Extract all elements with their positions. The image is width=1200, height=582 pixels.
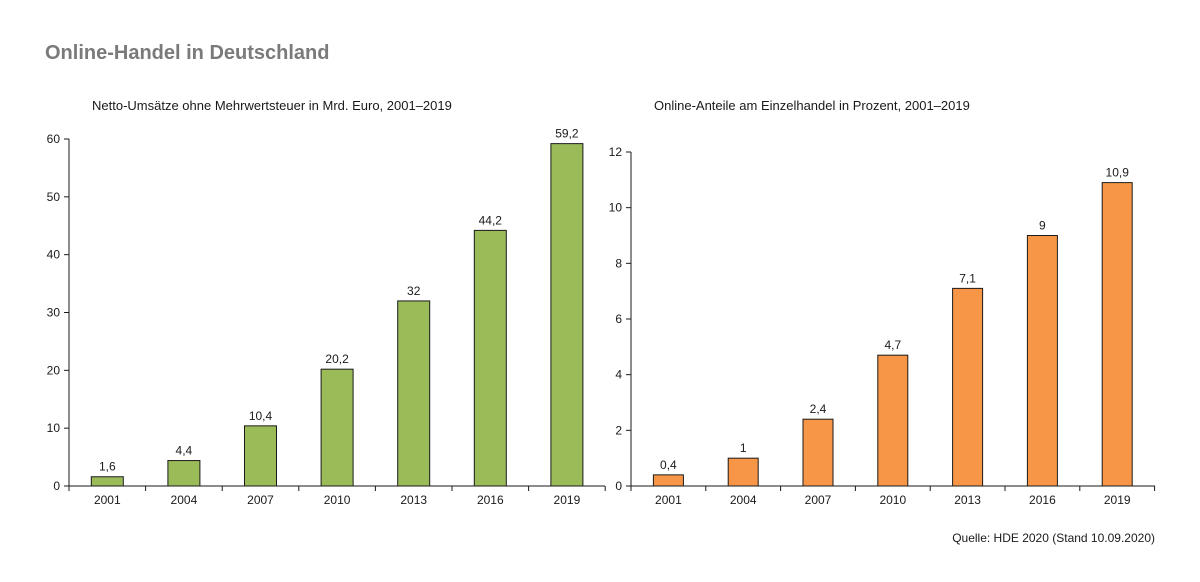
bar <box>1101 182 1133 487</box>
y-tick-label: 4 <box>615 368 622 382</box>
x-tick-label: 2007 <box>805 493 832 507</box>
bar <box>877 354 909 487</box>
bar <box>550 143 584 487</box>
chart-title-revenue: Netto-Umsätze ohne Mehrwertsteuer in Mrd… <box>92 98 452 113</box>
bar-value-label: 59,2 <box>555 127 579 141</box>
source-note: Quelle: HDE 2020 (Stand 10.09.2020) <box>952 531 1155 545</box>
bar <box>1026 235 1058 487</box>
x-tick-label: 2010 <box>324 493 351 507</box>
bar <box>167 460 201 487</box>
bar-value-label: 0,4 <box>660 458 677 472</box>
y-tick-label: 20 <box>47 363 61 377</box>
bar <box>320 368 354 487</box>
bar-value-label: 2,4 <box>810 402 827 416</box>
bar <box>952 287 984 487</box>
x-tick-label: 2013 <box>400 493 427 507</box>
bar-value-label: 10,9 <box>1106 166 1130 180</box>
y-tick-label: 0 <box>53 479 60 493</box>
x-tick-label: 2004 <box>171 493 198 507</box>
y-tick-label: 50 <box>47 190 61 204</box>
bar <box>652 474 684 487</box>
x-tick-label: 2004 <box>730 493 757 507</box>
y-tick-label: 30 <box>47 306 61 320</box>
bar <box>90 476 124 487</box>
y-tick-label: 10 <box>47 421 61 435</box>
y-tick-label: 10 <box>609 201 623 215</box>
bar <box>473 229 507 487</box>
y-tick-label: 6 <box>615 312 622 326</box>
bar-value-label: 4,7 <box>884 338 901 352</box>
x-tick-label: 2013 <box>954 493 981 507</box>
x-tick-label: 2001 <box>655 493 682 507</box>
page-title: Online-Handel in Deutschland <box>45 42 330 64</box>
bar-value-label: 1 <box>740 441 747 455</box>
y-tick-label: 60 <box>47 132 61 146</box>
bar <box>244 425 277 487</box>
x-tick-label: 2016 <box>477 493 504 507</box>
bar <box>397 300 431 487</box>
bar-value-label: 1,6 <box>99 460 116 474</box>
x-tick-label: 2010 <box>879 493 906 507</box>
x-tick-label: 2007 <box>247 493 274 507</box>
bar-value-label: 32 <box>407 284 421 298</box>
y-tick-label: 40 <box>47 248 61 262</box>
bar-value-label: 44,2 <box>479 213 503 227</box>
y-tick-label: 12 <box>609 145 623 159</box>
chart-online-share: 0 2 4 6 8 10 12 0,4 2001 1 2004 2,4 2007 4,7 2010 7,1 20… <box>609 145 1156 507</box>
bar-value-label: 4,4 <box>176 444 193 458</box>
chart-revenue: 0 10 20 30 40 50 60 1,6 2001 4,4 2004 10,4 2007 20,2 2… <box>47 127 606 507</box>
bar-value-label: 9 <box>1039 219 1046 233</box>
bar-value-label: 20,2 <box>325 352 349 366</box>
x-tick-label: 2019 <box>1104 493 1131 507</box>
bar <box>802 418 834 487</box>
x-tick-label: 2019 <box>554 493 581 507</box>
y-tick-label: 0 <box>615 479 622 493</box>
bar-value-label: 7,1 <box>959 271 976 285</box>
y-tick-label: 8 <box>615 256 622 270</box>
x-tick-label: 2001 <box>94 493 121 507</box>
bar-value-label: 10,4 <box>249 409 273 423</box>
x-tick-label: 2016 <box>1029 493 1056 507</box>
chart-title-online-share: Online-Anteile am Einzelhandel in Prozen… <box>654 98 970 113</box>
bar <box>727 457 759 487</box>
y-tick-label: 2 <box>615 423 622 437</box>
